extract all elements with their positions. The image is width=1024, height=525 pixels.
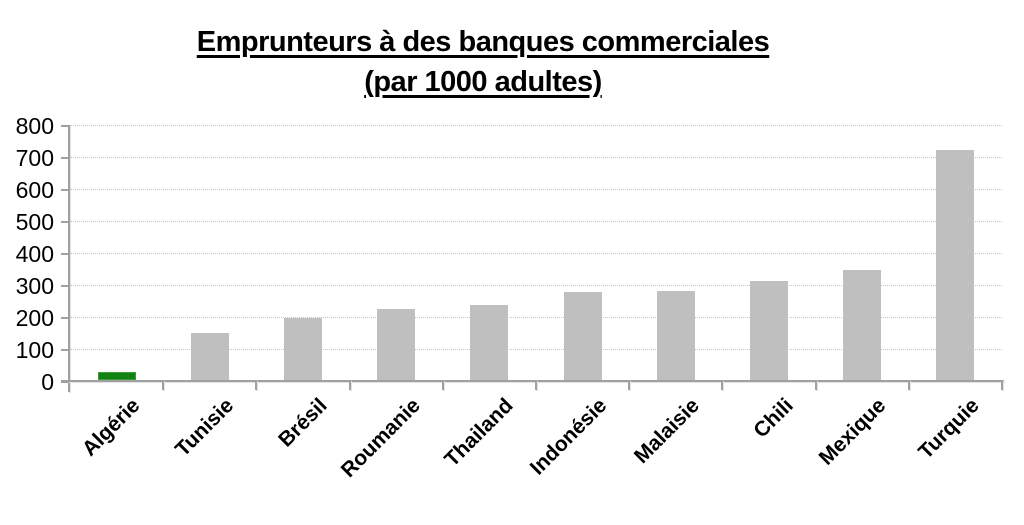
x-axis-tick-4 <box>441 380 444 390</box>
chart-title-block: Emprunteurs à des banques commerciales (… <box>197 22 770 102</box>
bar-tunisie <box>190 332 229 380</box>
x-axis-tick-1 <box>162 380 165 390</box>
chart-title: Emprunteurs à des banques commerciales <box>197 22 770 62</box>
gridline-300 <box>70 285 1002 286</box>
x-axis-label-thailand: Thailand <box>440 394 518 472</box>
y-axis-label-600: 600 <box>15 177 54 203</box>
x-axis-tick-3 <box>348 380 351 390</box>
plot-area: 0 100 200 300 400 500 600 700 800 Algérie Tunisie B… <box>16 113 1004 482</box>
chart-title-text: Emprunteurs à des banques commerciales <box>196 26 770 58</box>
x-axis-label-mexique: Mexique <box>814 394 891 470</box>
y-axis-label-400: 400 <box>15 241 54 267</box>
x-axis-label-bresil: Brésil <box>273 394 332 452</box>
y-axis-tick-800 <box>61 125 69 127</box>
gridline-100 <box>70 349 1002 350</box>
bar-thailand <box>470 304 509 380</box>
x-axis-label-algerie: Algérie <box>78 394 145 461</box>
y-axis-tick-400 <box>61 253 69 255</box>
x-axis-tick-2 <box>255 380 258 390</box>
x-axis-tick-8 <box>814 380 817 390</box>
y-axis-label-800: 800 <box>15 113 54 139</box>
bar-indonesie <box>563 292 602 380</box>
y-axis-tick-300 <box>61 285 69 287</box>
x-axis-label-malaisie: Malaisie <box>630 394 705 469</box>
y-axis-label-700: 700 <box>15 145 54 171</box>
y-axis-tick-100 <box>61 349 69 351</box>
y-axis-label-0: 0 <box>41 369 54 395</box>
x-axis-label-indonesie: Indonésie <box>525 394 611 480</box>
gridline-500 <box>70 221 1002 222</box>
y-axis-tick-500 <box>61 221 69 223</box>
gridline-700 <box>70 157 1002 158</box>
y-axis-label-100: 100 <box>15 337 54 363</box>
x-axis-label-chili: Chili <box>748 394 798 443</box>
x-axis-tick-6 <box>628 380 631 390</box>
x-axis-tick-9 <box>907 380 910 390</box>
x-axis-label-tunisie: Tunisie <box>170 394 239 462</box>
bar-malaisie <box>656 291 695 380</box>
bar-chili <box>750 280 788 380</box>
gridline-200 <box>70 317 1002 318</box>
y-axis-line <box>68 125 70 392</box>
x-axis-tick-5 <box>535 380 537 390</box>
y-axis-tick-200 <box>61 317 69 319</box>
y-axis-tick-600 <box>61 189 69 191</box>
y-axis-tick-0 <box>61 381 69 383</box>
y-axis-label-200: 200 <box>15 305 54 331</box>
x-axis-label-turquie: Turquie <box>914 394 984 464</box>
bar-algerie <box>97 372 136 380</box>
bar-roumanie <box>377 309 416 380</box>
chart-subtitle: (par 1000 adultes) <box>197 62 770 102</box>
x-axis-tick-10 <box>1001 380 1003 390</box>
x-axis-tick-7 <box>721 380 724 390</box>
gridline-800 <box>70 125 1002 126</box>
bar-mexique <box>843 270 882 380</box>
y-axis-label-500: 500 <box>15 209 54 235</box>
bar-bresil <box>284 317 322 380</box>
y-axis-label-300: 300 <box>15 273 54 299</box>
chart-subtitle-text: (par 1000 adultes) <box>364 66 602 98</box>
bar-turquie <box>936 150 975 380</box>
gridline-400 <box>70 253 1002 254</box>
gridline-600 <box>70 189 1002 190</box>
x-axis-label-roumanie: Roumanie <box>336 394 425 483</box>
x-axis-line <box>61 380 1004 382</box>
y-axis-tick-700 <box>61 157 69 159</box>
